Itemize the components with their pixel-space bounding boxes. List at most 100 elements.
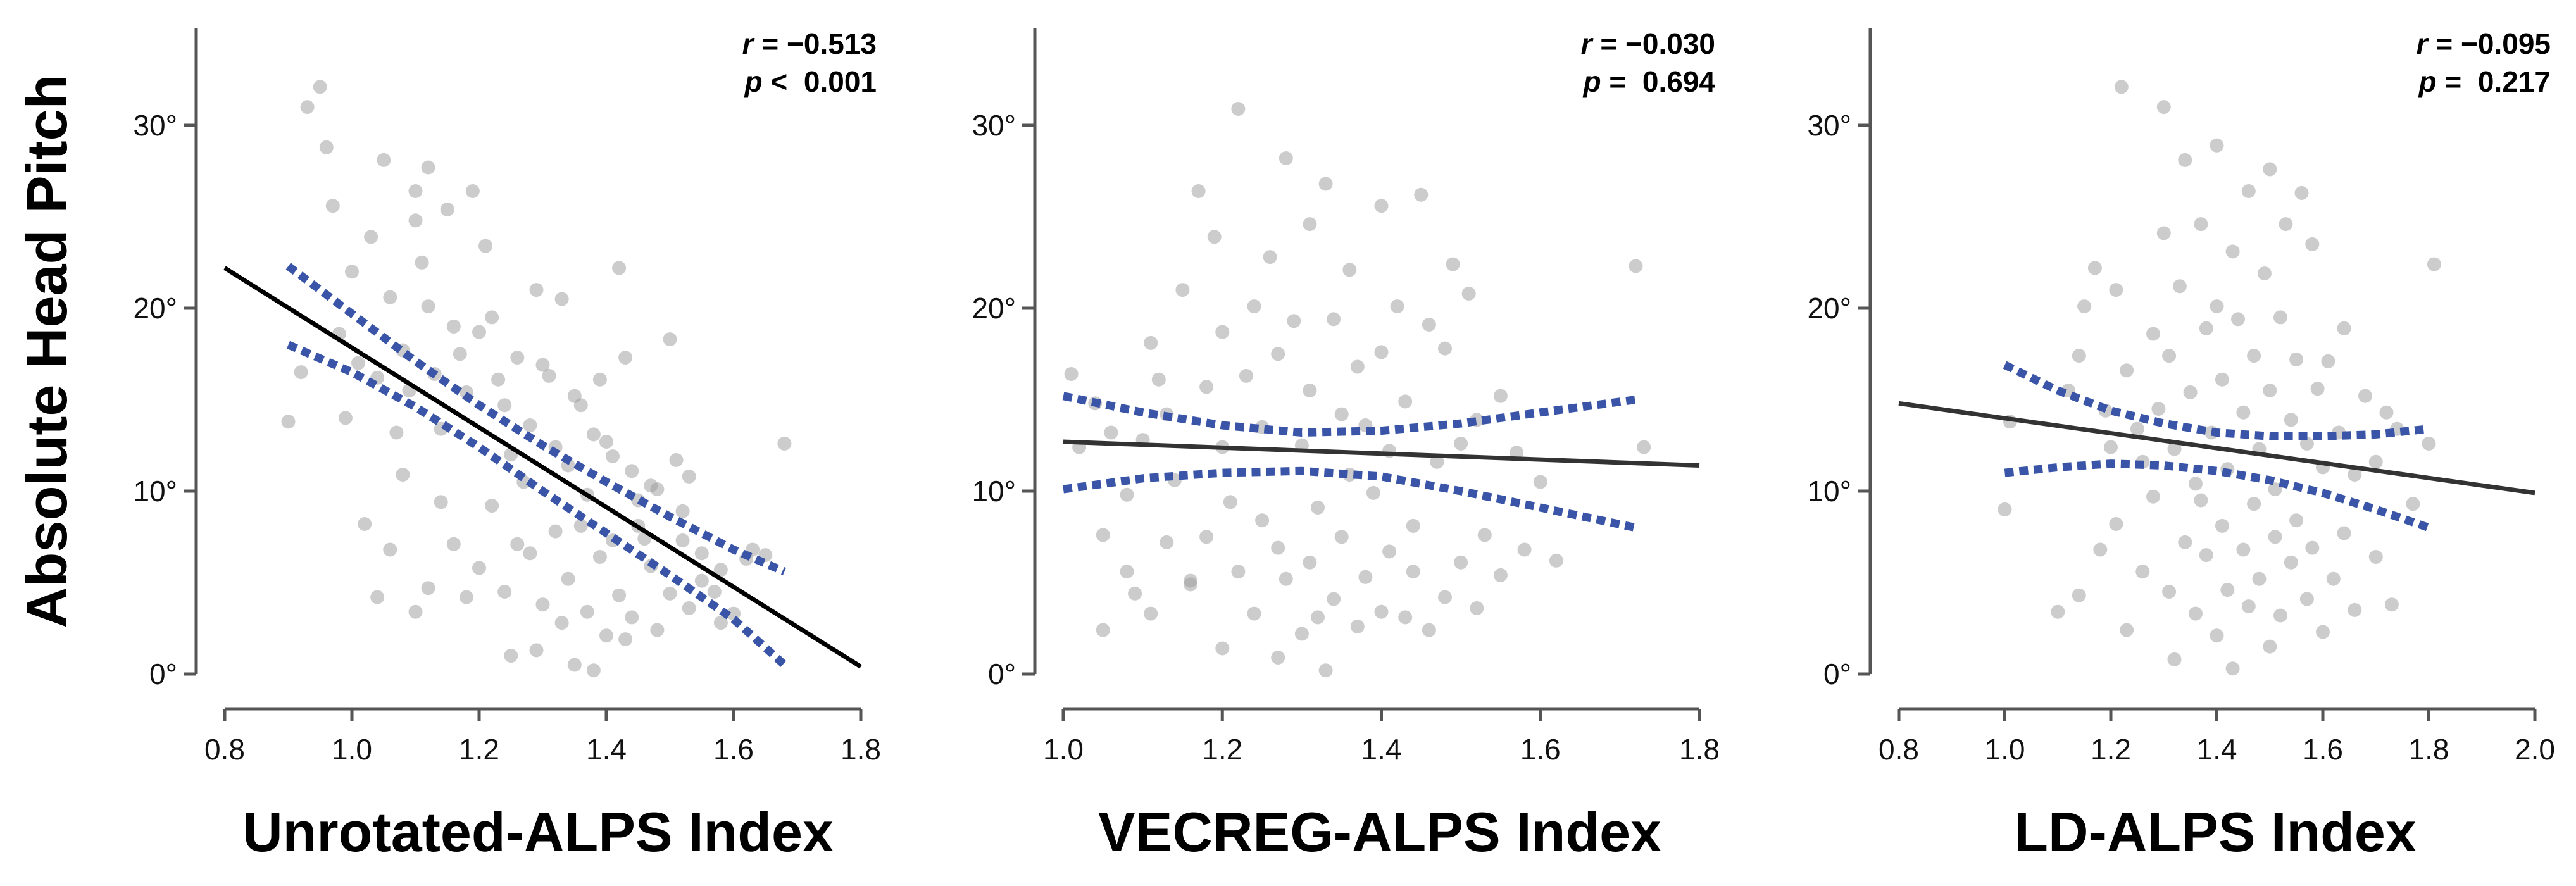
data-point-vecreg-27 xyxy=(1279,151,1293,165)
data-point-ld-74 xyxy=(2215,518,2229,533)
data-point-vecreg-40 xyxy=(1366,485,1380,500)
data-point-unrotated-25 xyxy=(446,319,461,334)
data-point-vecreg-74 xyxy=(1294,627,1309,641)
data-point-unrotated-92 xyxy=(586,663,601,678)
data-point-ld-4 xyxy=(2072,349,2086,363)
data-point-ld-50 xyxy=(2321,354,2335,368)
data-point-unrotated-104 xyxy=(682,601,696,615)
data-point-ld-89 xyxy=(2326,571,2341,586)
data-point-ld-17 xyxy=(2156,226,2171,240)
data-point-unrotated-91 xyxy=(580,604,594,619)
data-point-unrotated-32 xyxy=(491,372,506,387)
data-point-unrotated-60 xyxy=(675,504,690,518)
data-point-vecreg-67 xyxy=(1199,530,1214,544)
data-point-ld-68 xyxy=(2167,652,2182,666)
data-point-vecreg-52 xyxy=(1454,436,1468,451)
data-point-unrotated-31 xyxy=(485,310,499,325)
data-point-vecreg-84 xyxy=(1398,610,1413,625)
data-point-vecreg-4 xyxy=(1104,425,1118,440)
data-point-unrotated-81 xyxy=(504,649,518,663)
data-point-unrotated-105 xyxy=(694,573,709,588)
data-point-vecreg-5 xyxy=(1120,487,1134,502)
data-point-ld-21 xyxy=(2178,153,2192,167)
data-point-vecreg-62 xyxy=(1096,623,1110,637)
data-point-vecreg-6 xyxy=(1128,586,1142,601)
data-point-unrotated-0 xyxy=(281,415,296,429)
data-point-unrotated-37 xyxy=(523,418,537,432)
data-point-vecreg-9 xyxy=(1151,372,1166,387)
data-point-ld-19 xyxy=(2167,442,2182,456)
data-point-vecreg-22 xyxy=(1247,299,1261,314)
x-tick-label-ld-0: 0.8 xyxy=(1879,733,1919,766)
data-point-unrotated-106 xyxy=(713,616,728,630)
data-point-ld-42 xyxy=(2279,217,2293,232)
data-point-unrotated-50 xyxy=(606,449,620,464)
data-point-vecreg-3 xyxy=(1096,528,1110,542)
data-point-ld-12 xyxy=(2130,421,2144,436)
data-point-ld-45 xyxy=(2294,185,2309,200)
data-point-unrotated-38 xyxy=(529,283,544,297)
data-point-ld-76 xyxy=(2225,661,2240,676)
data-point-unrotated-90 xyxy=(573,518,588,533)
data-point-vecreg-44 xyxy=(1390,299,1404,314)
data-point-unrotated-18 xyxy=(408,213,423,228)
data-point-unrotated-13 xyxy=(383,290,397,304)
data-point-unrotated-98 xyxy=(625,610,639,625)
x-tick-label-vecreg-3: 1.6 xyxy=(1520,733,1561,766)
data-point-vecreg-46 xyxy=(1406,518,1420,533)
data-point-vecreg-80 xyxy=(1350,619,1365,633)
data-point-vecreg-30 xyxy=(1303,217,1317,232)
data-point-vecreg-19 xyxy=(1223,495,1237,509)
data-point-ld-18 xyxy=(2162,349,2177,363)
data-point-ld-56 xyxy=(2379,405,2394,420)
data-point-ld-41 xyxy=(2273,310,2287,325)
data-point-vecreg-57 xyxy=(1510,446,1524,460)
data-point-vecreg-81 xyxy=(1358,570,1373,584)
data-point-unrotated-24 xyxy=(440,202,454,216)
data-point-vecreg-33 xyxy=(1318,177,1333,191)
data-point-unrotated-80 xyxy=(497,585,512,599)
data-point-vecreg-26 xyxy=(1271,540,1285,555)
data-point-vecreg-38 xyxy=(1350,359,1365,374)
data-point-ld-70 xyxy=(2189,606,2203,621)
data-point-ld-90 xyxy=(2337,526,2351,540)
y-tick-label-ld-0: 0° xyxy=(1823,658,1851,690)
data-point-ld-83 xyxy=(2273,608,2287,623)
data-point-unrotated-70 xyxy=(370,590,385,604)
data-point-ld-91 xyxy=(2348,602,2362,617)
stat-r-unrotated: r = −0.513 xyxy=(742,27,877,60)
data-point-unrotated-49 xyxy=(599,435,613,449)
data-point-unrotated-59 xyxy=(669,452,684,467)
data-point-ld-82 xyxy=(2268,530,2282,544)
data-point-ld-20 xyxy=(2172,279,2187,294)
x-tick-label-unrotated-5: 1.8 xyxy=(841,733,881,766)
data-point-ld-72 xyxy=(2199,548,2213,563)
data-point-unrotated-10 xyxy=(364,230,378,244)
data-point-ld-75 xyxy=(2220,583,2235,597)
data-point-vecreg-12 xyxy=(1175,283,1190,297)
data-point-ld-0 xyxy=(1998,502,2012,516)
data-point-vecreg-82 xyxy=(1374,604,1389,619)
data-point-ld-2 xyxy=(2051,604,2065,619)
data-point-vecreg-65 xyxy=(1160,535,1174,549)
data-point-ld-27 xyxy=(2210,138,2224,153)
data-point-ld-22 xyxy=(2183,385,2198,399)
data-point-vecreg-34 xyxy=(1327,312,1341,327)
data-point-unrotated-69 xyxy=(358,517,372,531)
data-point-vecreg-17 xyxy=(1215,325,1230,339)
data-point-unrotated-78 xyxy=(472,561,486,575)
data-point-unrotated-89 xyxy=(567,658,582,672)
data-point-vecreg-60 xyxy=(1629,259,1643,273)
data-point-unrotated-29 xyxy=(472,325,486,339)
data-point-ld-48 xyxy=(2310,382,2325,396)
ci-lower-unrotated xyxy=(286,340,787,668)
ci-upper-unrotated xyxy=(285,263,786,576)
data-point-unrotated-52 xyxy=(618,351,633,365)
data-point-vecreg-76 xyxy=(1311,610,1325,625)
data-point-unrotated-86 xyxy=(548,524,563,539)
data-point-unrotated-79 xyxy=(485,499,499,513)
data-point-ld-53 xyxy=(2348,468,2362,482)
data-point-unrotated-3 xyxy=(313,80,327,94)
data-point-vecreg-36 xyxy=(1342,263,1357,277)
data-point-unrotated-103 xyxy=(675,533,690,547)
